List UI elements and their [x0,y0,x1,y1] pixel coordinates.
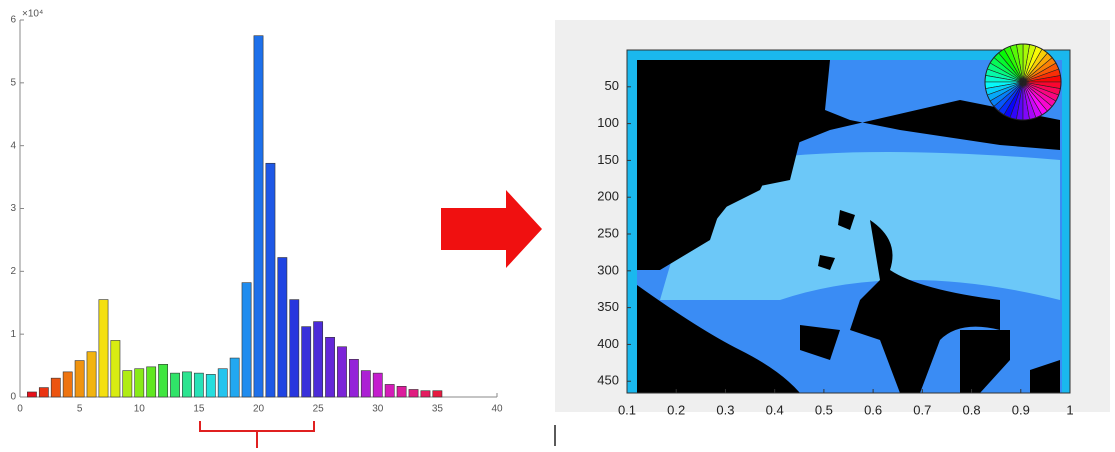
color-wheel [984,43,1062,121]
bar [50,377,61,398]
y-tick-label: 5 [10,77,16,88]
x-tick-label: 30 [372,404,384,415]
y-tick-label: 300 [597,262,619,277]
bar [241,282,252,398]
x-tick-label: 0.2 [667,402,685,417]
y-tick-label: 3 [10,203,16,214]
bar [325,337,335,398]
bar [122,370,133,398]
x-tick-label: 15 [193,404,205,415]
bar [253,35,264,398]
bar [301,326,312,398]
x-tick-label: 0.6 [864,402,882,417]
bracket [199,421,315,448]
bar [384,384,395,398]
x-tick-label: 5 [77,404,83,415]
y-tick-label: 2 [10,266,16,277]
axes-box [626,49,1071,394]
y-tick-label: 250 [597,225,619,240]
wheel-rim [984,43,1062,121]
image-dark-region [637,60,800,260]
y-tick-label: 200 [597,189,619,204]
x-tick-label: 0.4 [766,402,784,417]
image-dark-region [850,220,1000,393]
x-tick-label: 0.5 [815,402,833,417]
bar [110,340,121,398]
bar [182,371,192,398]
image-dark-region [637,285,800,393]
bar [62,371,73,398]
y-tick-label: 150 [597,152,619,167]
bar [205,374,216,398]
x-tick-label: 0.7 [913,402,931,417]
arrow [441,190,542,268]
x-tick-label: 0.8 [963,402,981,417]
bar [313,321,324,398]
y-tick-label: 50 [605,78,619,93]
map-plot: 50 100 150 200 250 300 350 400 450 0.1 0.2 0.3 0.4 0.… [597,43,1074,417]
image-dark-region [637,60,1060,270]
bar [432,390,443,398]
bar [86,351,97,398]
x-tick-label: 25 [313,404,325,415]
bar [360,370,371,398]
x-tick-label: 40 [491,404,503,415]
bar [146,366,157,398]
bar [229,357,240,398]
wheel-sectors [984,43,1062,121]
x-tick-label: 0 [17,404,23,415]
x-tick-label: 1 [1066,402,1073,417]
bar [27,391,37,398]
bar [277,257,288,398]
x-tick-label: 10 [134,404,146,415]
bar [193,372,204,398]
bar [420,390,431,398]
y-tick-label: 4 [10,140,16,151]
bar [265,162,276,398]
bar [217,368,228,398]
x-tick-label: 0.9 [1012,402,1030,417]
y-tick-label: 400 [597,336,619,351]
x-tick-label: 35 [432,404,444,415]
bar [289,299,300,398]
image-dark-region [800,210,1060,393]
bar [158,364,168,398]
bar [348,358,359,398]
bar [38,387,49,398]
bar [396,386,407,398]
bar [337,346,347,398]
bar [134,368,145,398]
y-tick-label: 6 [10,15,16,26]
y-tick-label: 350 [597,299,619,314]
x-tick-label: 20 [253,404,265,415]
bar [74,360,85,398]
y-tick-label: 1 [10,329,16,340]
bar [408,389,419,398]
y-tick-label: 0 [10,392,16,403]
y-multiplier: ×10⁴ [22,9,43,20]
x-tick-label: 0.3 [716,402,734,417]
x-tick-label: 0.1 [618,402,636,417]
bar [170,372,180,398]
histogram: 0 1 2 3 4 5 6 0 5 10 15 20 25 30 35 40 ×10⁴ [10,9,503,415]
y-tick-label: 450 [597,373,619,388]
y-tick-label: 100 [597,115,619,130]
bar [372,372,383,398]
bar [98,299,109,398]
